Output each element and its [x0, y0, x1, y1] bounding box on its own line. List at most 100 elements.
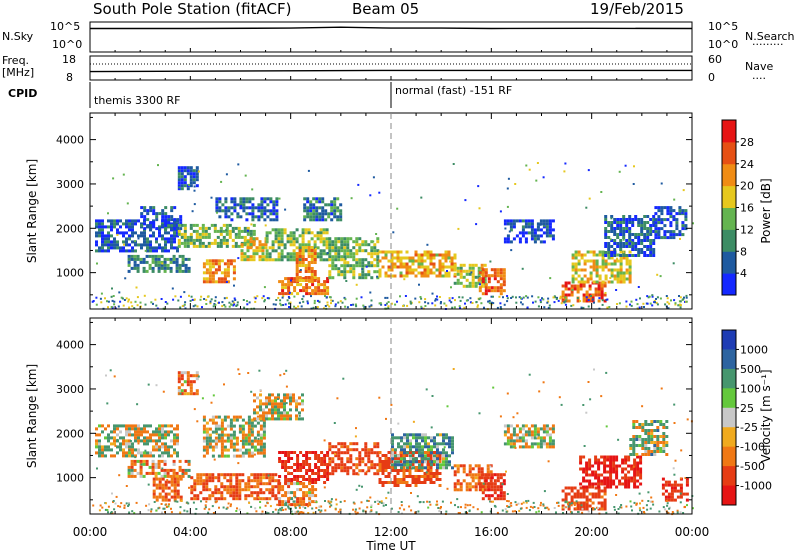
scatter-point	[213, 458, 216, 461]
cell-9	[340, 460, 344, 464]
cell-14	[542, 424, 546, 428]
cell-6	[245, 200, 249, 204]
cell-6	[253, 417, 256, 421]
scatter-point	[178, 170, 181, 173]
scatter-point	[601, 303, 604, 306]
cell-5	[259, 448, 263, 452]
cell-16	[524, 225, 528, 229]
cell-13	[420, 259, 424, 263]
cell-16	[624, 476, 628, 480]
cell-0	[134, 424, 137, 428]
cell-18	[625, 256, 629, 260]
cell-0	[131, 222, 134, 226]
cell-5	[262, 433, 266, 437]
cell-10	[408, 466, 412, 469]
cell-11	[451, 445, 454, 449]
cell-7	[308, 466, 312, 469]
cell-12	[468, 482, 472, 486]
cell-5	[247, 418, 251, 422]
cell-12	[346, 240, 350, 244]
scatter-point	[350, 304, 353, 306]
cell-18	[592, 265, 596, 269]
cell-8	[308, 491, 312, 495]
cell-19	[649, 242, 653, 245]
cell-13	[487, 497, 491, 501]
cell-1	[142, 474, 146, 478]
cell-6	[253, 393, 256, 397]
cell-16	[609, 467, 613, 471]
cell-4	[243, 238, 247, 242]
cell-5	[235, 442, 239, 446]
cell-6	[286, 393, 289, 397]
cell-4	[259, 482, 263, 486]
cell-11	[321, 200, 325, 204]
cell-3	[183, 389, 187, 393]
cell-17	[635, 453, 639, 456]
cell-14	[530, 436, 534, 440]
cell-12	[352, 258, 356, 262]
cell-4	[183, 235, 187, 239]
cell-4	[204, 229, 208, 233]
cell-9	[346, 460, 350, 464]
cell-1	[178, 254, 182, 258]
cell-13	[378, 268, 382, 272]
cell-7	[284, 454, 288, 457]
cell-3	[195, 374, 199, 378]
cell-18	[595, 271, 599, 275]
cell-10	[432, 451, 436, 454]
scatter-point	[193, 189, 196, 192]
cell-5	[235, 436, 239, 440]
cell-12	[459, 464, 463, 468]
scatter-point	[624, 164, 627, 167]
cell-18	[670, 498, 674, 502]
cell-16	[548, 225, 552, 229]
cell-15	[487, 286, 491, 290]
scatter-point	[587, 299, 590, 301]
cell-14	[530, 442, 534, 446]
cell-16	[536, 225, 540, 229]
cell-9	[340, 457, 344, 461]
scatter-point	[379, 302, 382, 305]
cell-12	[334, 246, 338, 250]
cell-14	[483, 278, 487, 282]
cell-0	[119, 442, 122, 446]
cell-18	[589, 271, 593, 275]
cell-5	[229, 427, 233, 431]
cell-8	[316, 234, 320, 238]
cell-1	[160, 468, 164, 472]
cpid-segment-1: themis 3300 RF	[94, 94, 181, 107]
scatter-point	[406, 304, 409, 307]
cell-5	[262, 421, 266, 425]
cell-12	[328, 249, 332, 253]
scatter-point	[127, 300, 130, 303]
cell-13	[453, 253, 457, 257]
scatter-point	[469, 504, 472, 507]
cell-6	[259, 402, 262, 406]
scatter-point	[555, 298, 558, 300]
cell-1	[139, 468, 143, 472]
cell-0	[161, 246, 164, 250]
scatter-point	[458, 305, 461, 308]
scatter-point	[399, 295, 401, 298]
cell-12	[477, 479, 481, 483]
cell-0	[167, 433, 170, 437]
cell-8	[284, 500, 288, 504]
cell-4	[183, 238, 187, 242]
cell-4	[189, 226, 193, 230]
scatter-point	[186, 510, 189, 513]
cell-9	[367, 451, 371, 455]
cell-18	[601, 268, 605, 272]
cell-2	[161, 477, 165, 481]
cell-7	[252, 252, 256, 256]
cell-10	[438, 484, 442, 487]
scatter-point	[117, 305, 120, 308]
cell-18	[676, 483, 680, 487]
cell-4	[235, 488, 239, 492]
cell-10	[426, 460, 430, 463]
cell-19	[631, 224, 635, 227]
cell-1	[166, 471, 170, 475]
cell-4	[183, 223, 187, 227]
cell-16	[609, 479, 613, 483]
cell-7	[252, 243, 256, 247]
cell-14	[545, 445, 549, 449]
